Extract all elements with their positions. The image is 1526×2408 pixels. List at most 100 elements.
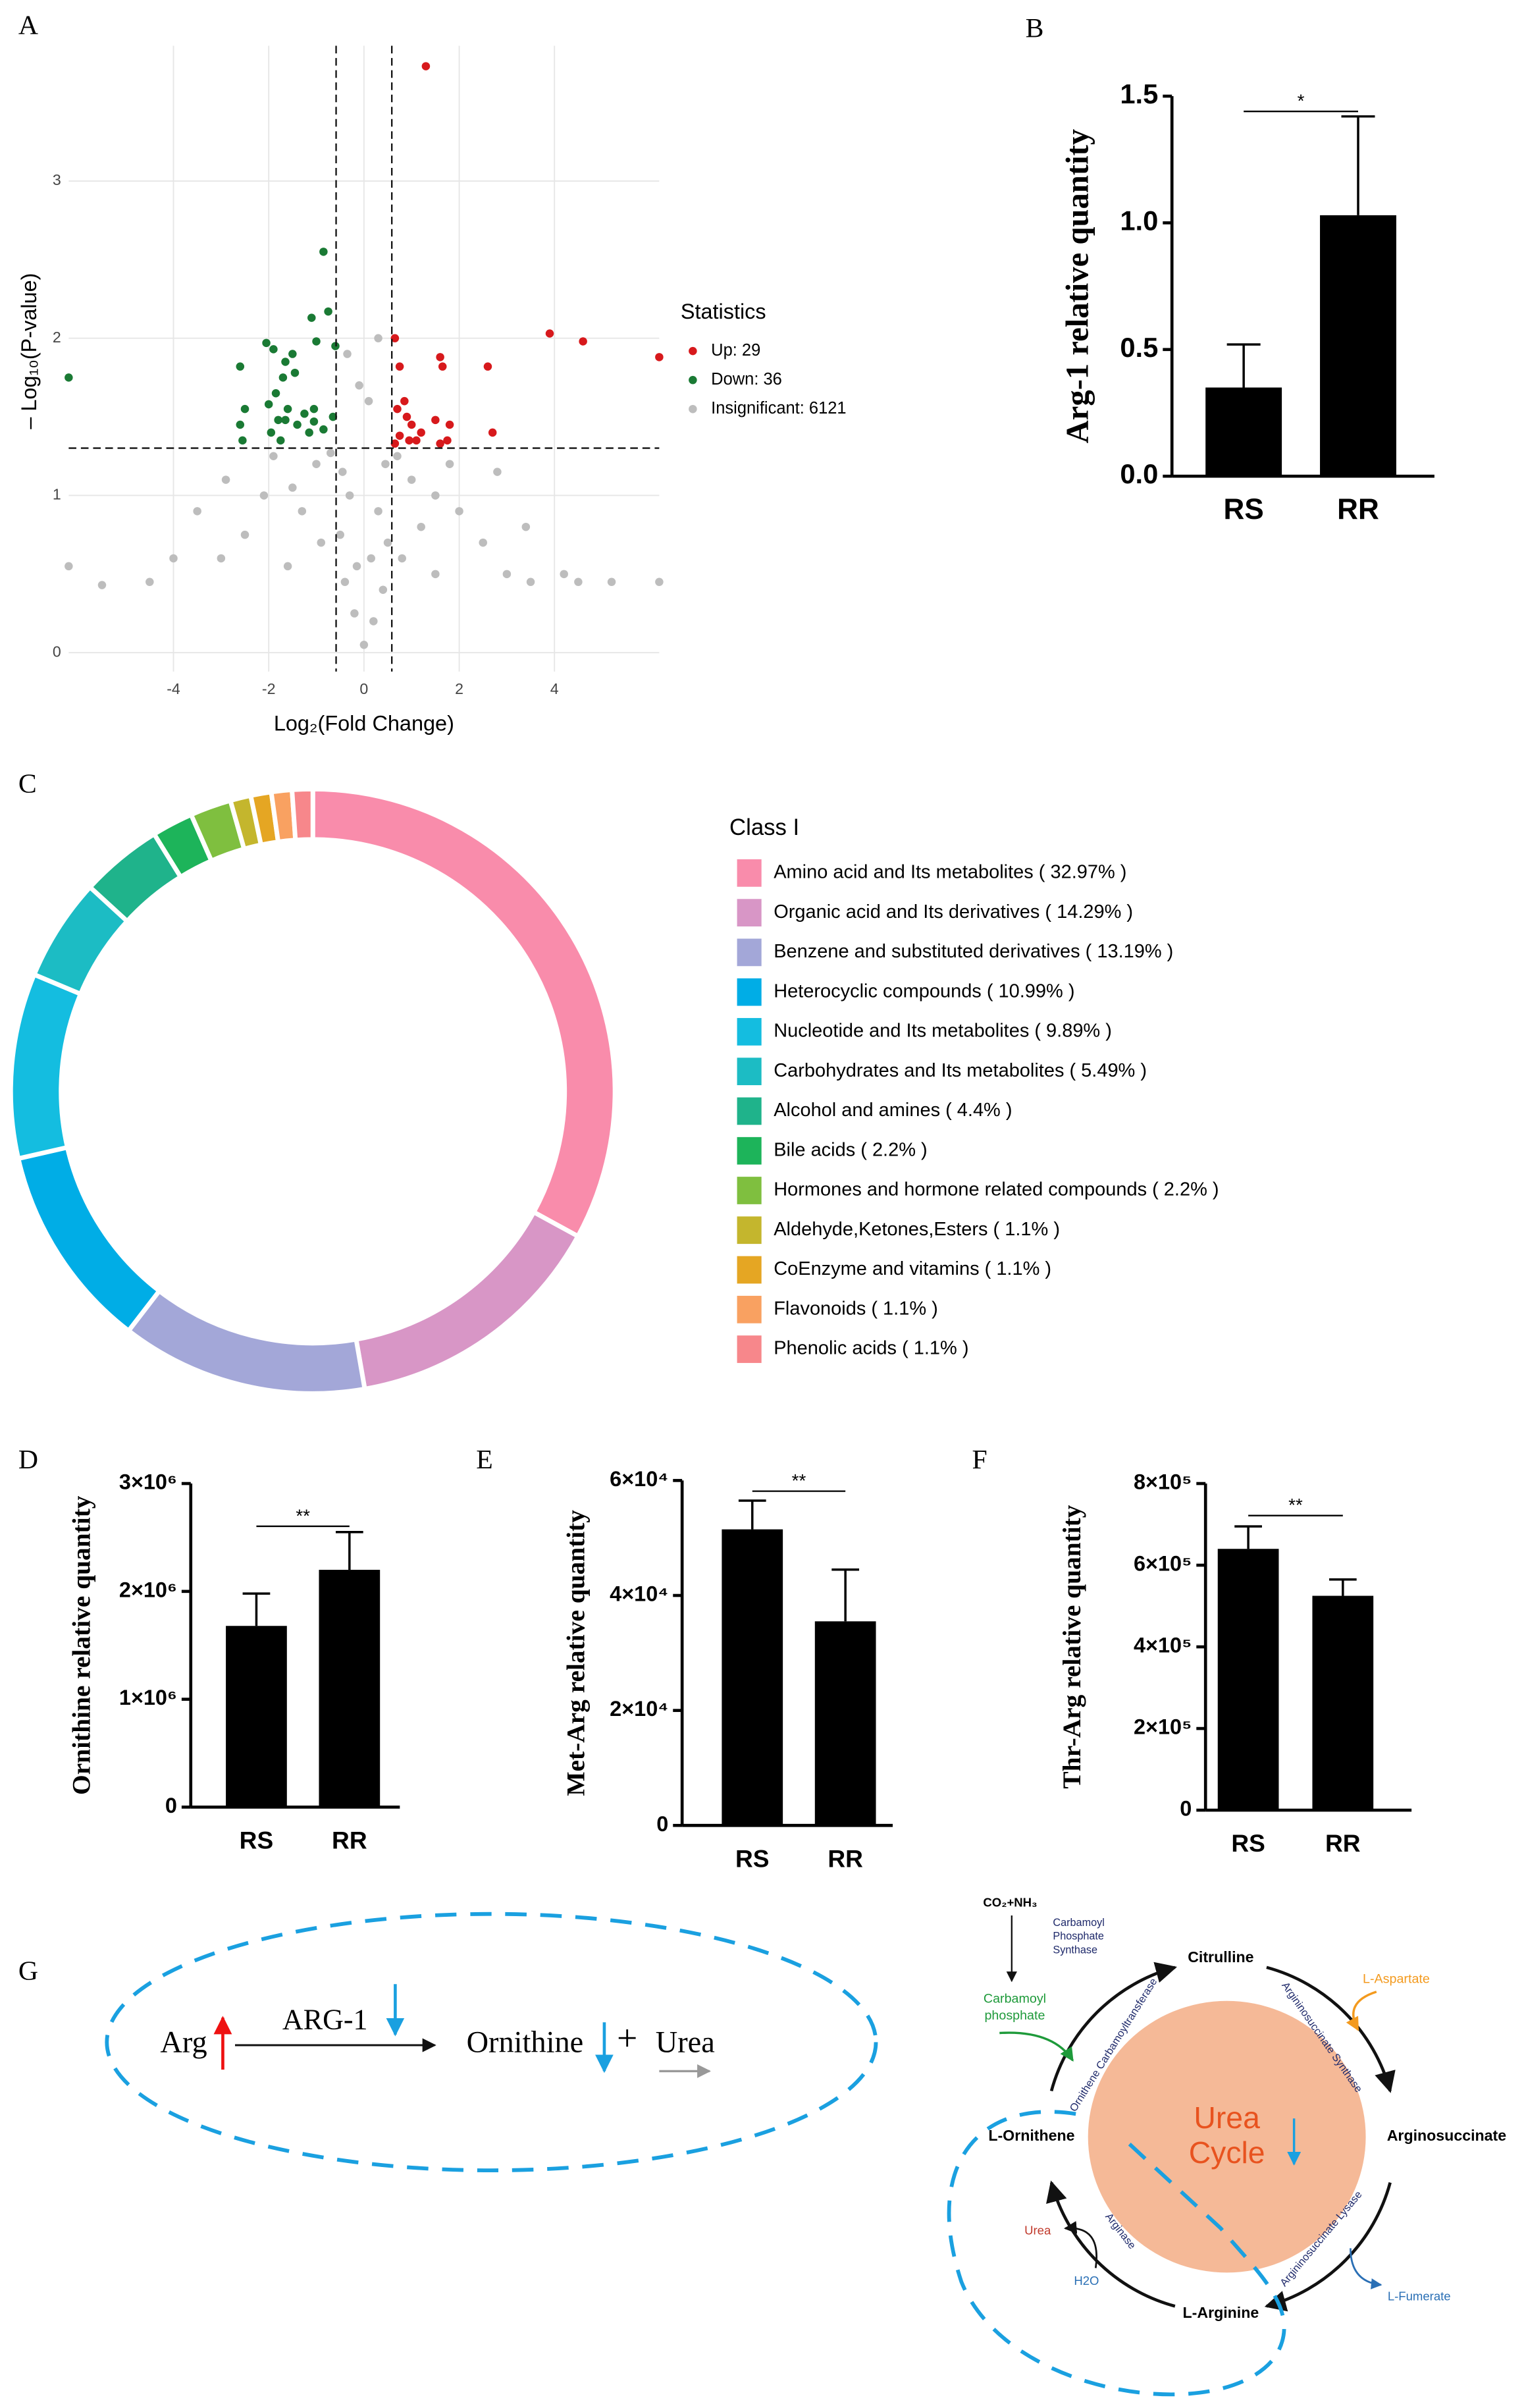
point [345, 491, 354, 500]
product: Ornithine [467, 2026, 584, 2060]
point [431, 570, 440, 579]
urea: Urea [656, 2026, 715, 2060]
point [298, 507, 307, 516]
x-tick-label: RR [1325, 1829, 1361, 1857]
point [443, 436, 452, 445]
significance: ** [792, 1470, 806, 1491]
point [417, 522, 425, 531]
legend-label: Hormones and hormone related compounds (… [774, 1179, 1219, 1200]
point [400, 396, 409, 406]
point [412, 436, 421, 445]
point [269, 452, 278, 461]
point [655, 353, 664, 361]
x-tick-label: RS [735, 1844, 770, 1872]
x-tick-label: 2 [455, 680, 463, 697]
panel-label: A [18, 10, 38, 40]
y-tick-label: 8×10⁵ [1134, 1470, 1192, 1494]
point [421, 62, 431, 70]
x-tick-label: 4 [550, 680, 559, 697]
dashed-outline [947, 2110, 1286, 2397]
point [262, 338, 271, 348]
bar [319, 1570, 381, 1807]
point [217, 554, 226, 563]
legend-swatch [737, 938, 762, 967]
enzyme: ARG-1 [282, 2003, 368, 2035]
point [274, 415, 282, 425]
point [259, 491, 269, 500]
y-tick-label: 3 [53, 171, 61, 188]
legend-swatch [737, 978, 762, 1006]
point [193, 507, 201, 516]
panel-label: F [972, 1445, 987, 1475]
bar [226, 1626, 287, 1807]
point [300, 410, 309, 418]
carbamoyl-arrow [999, 2031, 1074, 2062]
y-tick-label: 0 [53, 643, 61, 660]
donut-segment [353, 1209, 581, 1392]
inputs: CO₂+NH₃ [983, 1895, 1037, 1909]
cycle-title: Urea [1194, 2100, 1260, 2135]
point [488, 428, 497, 437]
point [521, 522, 531, 531]
point [383, 538, 392, 547]
citrulline: Citrulline [1188, 1948, 1253, 1966]
ornithine: L-Ornithene [988, 2127, 1074, 2144]
carbamoyl: phosphate [984, 2008, 1045, 2023]
x-tick-label: RR [828, 1844, 863, 1872]
y-tick-label: 2×10⁶ [119, 1578, 177, 1601]
significance: ** [1288, 1495, 1303, 1515]
arginine: L-Arginine [1182, 2304, 1259, 2321]
point [436, 439, 444, 448]
legend-swatch [737, 1057, 762, 1086]
y-tick-label: 0 [165, 1794, 177, 1817]
cycle-arrow [1264, 2182, 1392, 2312]
y-tick-label: 2 [53, 329, 61, 346]
point [307, 313, 316, 322]
bar [1217, 1549, 1279, 1811]
point [65, 562, 73, 571]
substrate: Arg [160, 2026, 207, 2060]
point [283, 562, 292, 571]
legend-label: Heterocyclic compounds ( 10.99% ) [774, 980, 1074, 1002]
significance: * [1298, 91, 1305, 111]
point [271, 388, 280, 398]
y-axis-label: Thr-Arg relative quantity [1057, 1505, 1086, 1788]
point [479, 538, 487, 547]
cycle-title: Cycle [1189, 2135, 1265, 2170]
point [607, 577, 616, 587]
aspartate-arrow [1346, 1991, 1377, 2031]
enzyme-label: Carbamoyl [1053, 1917, 1104, 1929]
point [319, 425, 328, 434]
y-axis-label: Ornithine relative quantity [67, 1495, 96, 1795]
point [502, 570, 512, 579]
x-tick-label: -4 [167, 680, 180, 697]
y-tick-label: 0 [656, 1812, 668, 1836]
y-tick-label: 1 [53, 486, 61, 503]
legend-swatch [737, 1295, 762, 1324]
point [145, 577, 154, 587]
point [305, 428, 313, 437]
legend-label: Benzene and substituted derivatives ( 13… [774, 941, 1173, 962]
panel-label: C [18, 768, 37, 799]
point [97, 581, 107, 589]
x-tick-label: RS [240, 1827, 274, 1854]
point [355, 381, 363, 390]
legend-label: Carbohydrates and Its metabolites ( 5.49… [774, 1060, 1147, 1081]
point [238, 436, 247, 445]
legend-swatch [689, 346, 697, 356]
legend-label: Alcohol and amines ( 4.4% ) [774, 1100, 1012, 1121]
point [436, 353, 444, 361]
legend-swatch [737, 1335, 762, 1363]
cycle-arrows [1046, 1962, 1396, 2312]
y-axis-label: Met-Arg relative quantity [562, 1510, 591, 1796]
point [236, 420, 245, 429]
point [65, 373, 73, 382]
panel-label: G [18, 1956, 38, 1987]
point [445, 460, 454, 468]
y-axis-label: Arg-1 relative quantity [1059, 129, 1095, 444]
point [374, 334, 382, 342]
point [288, 483, 297, 492]
point [395, 362, 404, 371]
point [336, 530, 344, 539]
